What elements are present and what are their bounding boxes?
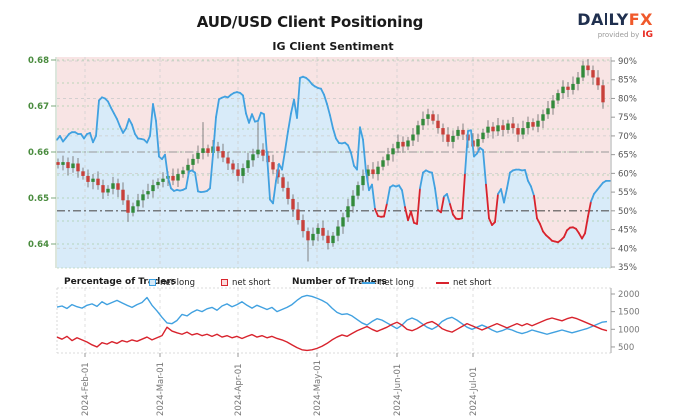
dailyfx-logo-text: DA LYFX [577,10,653,29]
svg-text:2024-Apr-01: 2024-Apr-01 [234,363,244,416]
svg-text:45%: 45% [618,226,637,236]
svg-text:2024-May-01: 2024-May-01 [313,360,323,416]
svg-text:65%: 65% [618,151,637,161]
svg-text:0.65: 0.65 [28,194,49,204]
legend-number-title: Number of Traders [292,277,387,287]
ig-logo: IG [642,30,653,40]
svg-text:40%: 40% [618,244,637,254]
svg-text:35%: 35% [618,263,637,273]
legend-net-long-pct: net long [160,278,195,288]
net-long-swatch-icon [149,279,156,286]
svg-text:0.64: 0.64 [28,240,49,250]
svg-text:75%: 75% [618,113,637,123]
logo-bar-icon [604,13,607,25]
svg-text:1000: 1000 [618,325,640,335]
svg-text:2000: 2000 [618,290,640,300]
svg-text:2024-Feb-01: 2024-Feb-01 [81,362,91,416]
svg-text:90%: 90% [618,57,637,67]
net-short-swatch-icon [221,279,228,286]
svg-text:80%: 80% [618,94,637,104]
svg-text:85%: 85% [618,76,637,86]
svg-text:1500: 1500 [618,308,640,318]
legend-percentage-title: Percentage of Traders [64,277,177,287]
svg-text:500: 500 [618,343,634,353]
svg-text:60%: 60% [618,169,637,179]
svg-text:2024-Mar-01: 2024-Mar-01 [156,362,166,416]
chart-subtitle: IG Client Sentiment [272,40,394,53]
dailyfx-logo: DA LYFX provided by IG [577,12,653,40]
legend-net-short-count: net short [453,278,492,288]
svg-text:0.67: 0.67 [28,102,49,112]
svg-text:0.68: 0.68 [28,56,49,66]
net-short-line-icon [436,282,449,284]
legend-net-long-count: net long [379,278,414,288]
svg-text:2024-Jun-01: 2024-Jun-01 [393,364,403,416]
net-long-line-icon [362,282,375,284]
svg-text:2024-Jul-01: 2024-Jul-01 [469,367,479,416]
svg-text:0.66: 0.66 [28,148,49,158]
svg-text:70%: 70% [618,132,637,142]
legend-net-short-pct: net short [232,278,271,288]
page-title: AUD/USD Client Positioning [196,13,424,31]
svg-text:55%: 55% [618,188,637,198]
provided-by: provided by IG [597,30,653,40]
svg-text:50%: 50% [618,207,637,217]
